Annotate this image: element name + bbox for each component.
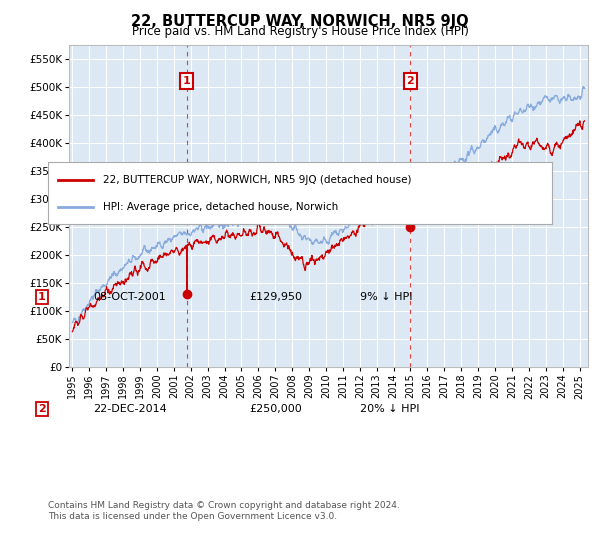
- Text: 1: 1: [183, 76, 191, 86]
- Text: £250,000: £250,000: [249, 404, 302, 414]
- Text: Contains HM Land Registry data © Crown copyright and database right 2024.
This d: Contains HM Land Registry data © Crown c…: [48, 501, 400, 521]
- Text: 1: 1: [38, 292, 46, 302]
- Text: 2: 2: [406, 76, 414, 86]
- Text: 22, BUTTERCUP WAY, NORWICH, NR5 9JQ: 22, BUTTERCUP WAY, NORWICH, NR5 9JQ: [131, 14, 469, 29]
- Text: 2: 2: [38, 404, 46, 414]
- Text: 22-DEC-2014: 22-DEC-2014: [93, 404, 167, 414]
- Text: 9% ↓ HPI: 9% ↓ HPI: [360, 292, 413, 302]
- Text: £129,950: £129,950: [249, 292, 302, 302]
- Text: HPI: Average price, detached house, Norwich: HPI: Average price, detached house, Norw…: [103, 202, 338, 212]
- Text: Price paid vs. HM Land Registry's House Price Index (HPI): Price paid vs. HM Land Registry's House …: [131, 25, 469, 38]
- Text: 22, BUTTERCUP WAY, NORWICH, NR5 9JQ (detached house): 22, BUTTERCUP WAY, NORWICH, NR5 9JQ (det…: [103, 175, 412, 185]
- Text: 20% ↓ HPI: 20% ↓ HPI: [360, 404, 419, 414]
- Text: 08-OCT-2001: 08-OCT-2001: [93, 292, 166, 302]
